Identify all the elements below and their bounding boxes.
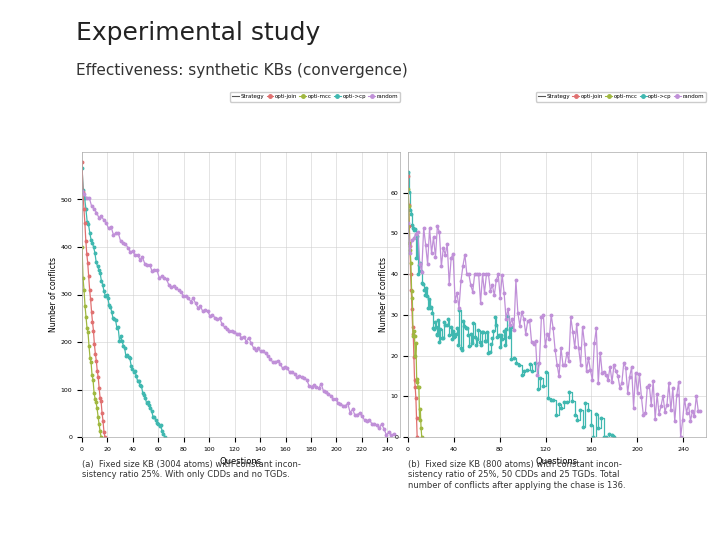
Legend: Strategy, opti-join, opti-mcc, opti->cp, random: Strategy, opti-join, opti-mcc, opti->cp,… <box>536 92 706 102</box>
Text: Effectiveness: synthetic KBs (convergence): Effectiveness: synthetic KBs (convergenc… <box>76 63 408 78</box>
Y-axis label: Number of conflicts: Number of conflicts <box>49 257 58 332</box>
Text: Results:: Results: <box>76 110 140 124</box>
Y-axis label: Number of conflicts: Number of conflicts <box>379 257 387 332</box>
X-axis label: Questions: Questions <box>220 457 262 466</box>
Text: 16/20: 16/20 <box>7 512 55 528</box>
Legend: Strategy, opti-join, opti-mcc, opti->cp, random: Strategy, opti-join, opti-mcc, opti->cp,… <box>230 92 400 102</box>
Text: (a)  Fixed size KB (3004 atoms) with constant incon-
sistency ratio 25%. With on: (a) Fixed size KB (3004 atoms) with cons… <box>82 460 301 480</box>
X-axis label: Questions: Questions <box>536 457 578 466</box>
Text: (b)  Fixed size KB (800 atoms) with constant incon-
sistency ratio of 25%, 50 CD: (b) Fixed size KB (800 atoms) with const… <box>408 460 626 490</box>
Text: Experimental study: Experimental study <box>76 22 320 45</box>
Text: 5: 5 <box>19 25 44 59</box>
